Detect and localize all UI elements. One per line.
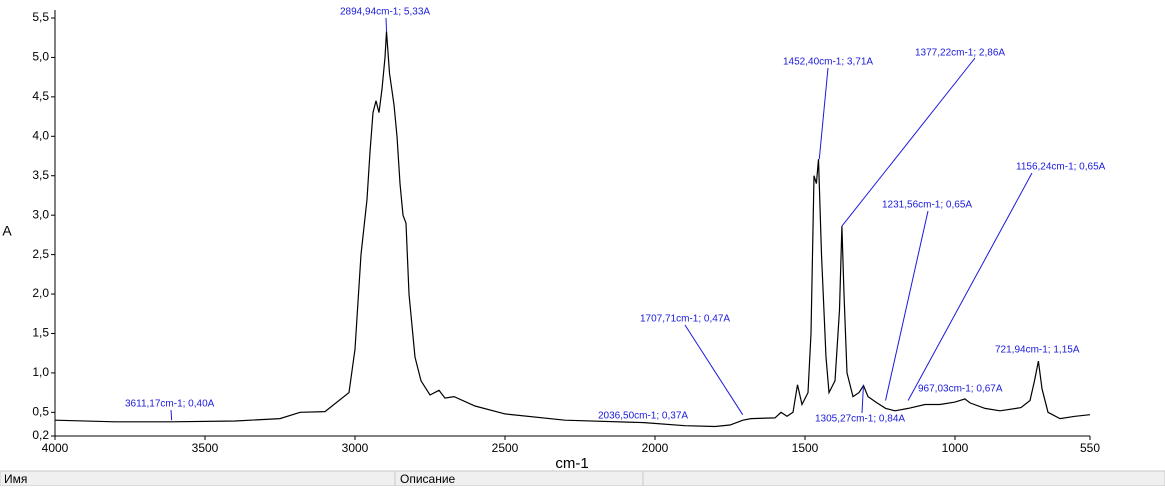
y-tick-label: 0,2 bbox=[32, 428, 49, 442]
y-tick-label: 5,5 bbox=[32, 10, 49, 24]
y-tick-label: 2,0 bbox=[32, 286, 49, 300]
peak-label: 1707,71cm-1; 0,47A bbox=[640, 314, 730, 325]
x-tick-label: 1500 bbox=[792, 441, 819, 455]
peak-leader bbox=[684, 324, 744, 415]
peak-label: 967,03cm-1; 0,67A bbox=[918, 384, 1003, 395]
peak-leader bbox=[841, 57, 976, 227]
spectrum-line bbox=[54, 31, 1091, 428]
peak-leader bbox=[907, 172, 1033, 401]
peak-label: 1305,27cm-1; 0,84A bbox=[815, 414, 905, 425]
x-tick-label: 3500 bbox=[192, 441, 219, 455]
peak-leader bbox=[885, 210, 929, 401]
peak-leader bbox=[170, 409, 173, 421]
peak-label: 3611,17cm-1; 0,40A bbox=[125, 399, 215, 410]
peak-label: 1452,40cm-1; 3,71A bbox=[783, 57, 873, 68]
x-tick-label: 3000 bbox=[342, 441, 369, 455]
peak-leader bbox=[385, 17, 388, 32]
peak-label: 1231,56cm-1; 0,65A bbox=[882, 200, 972, 211]
y-tick-label: 1,5 bbox=[32, 326, 49, 340]
peak-label: 2894,94cm-1; 5,33A bbox=[340, 7, 430, 18]
peak-label: 1156,24cm-1; 0,65A bbox=[1016, 162, 1106, 173]
column-description[interactable]: Описание bbox=[400, 472, 456, 486]
x-tick-label: 1000 bbox=[942, 441, 969, 455]
y-tick-label: 5,0 bbox=[32, 50, 49, 64]
x-tick-label: 2500 bbox=[492, 441, 519, 455]
y-tick-label: 1,0 bbox=[32, 365, 49, 379]
column-name[interactable]: Имя bbox=[4, 472, 27, 486]
y-tick-label: 4,0 bbox=[32, 128, 49, 142]
y-tick-label: 0,5 bbox=[32, 405, 49, 419]
x-tick-label: 550 bbox=[1080, 441, 1100, 455]
y-tick-label: 3,5 bbox=[32, 168, 49, 182]
y-tick-label: 2,5 bbox=[32, 247, 49, 261]
x-axis-label: cm-1 bbox=[555, 455, 588, 472]
peak-label: 721,94cm-1; 1,15A bbox=[995, 345, 1080, 356]
y-tick-label: 4,5 bbox=[32, 89, 49, 103]
peak-label: 2036,50cm-1; 0,37A bbox=[598, 411, 688, 422]
y-axis-label: A bbox=[2, 223, 12, 239]
peak-label: 1377,22cm-1; 2,86A bbox=[915, 48, 1005, 59]
y-tick-label: 3,0 bbox=[32, 207, 49, 221]
peak-leader bbox=[818, 67, 829, 160]
table-header bbox=[0, 470, 1165, 487]
x-tick-label: 2000 bbox=[642, 441, 669, 455]
peak-leader bbox=[861, 385, 864, 414]
x-tick-label: 4000 bbox=[42, 441, 69, 455]
